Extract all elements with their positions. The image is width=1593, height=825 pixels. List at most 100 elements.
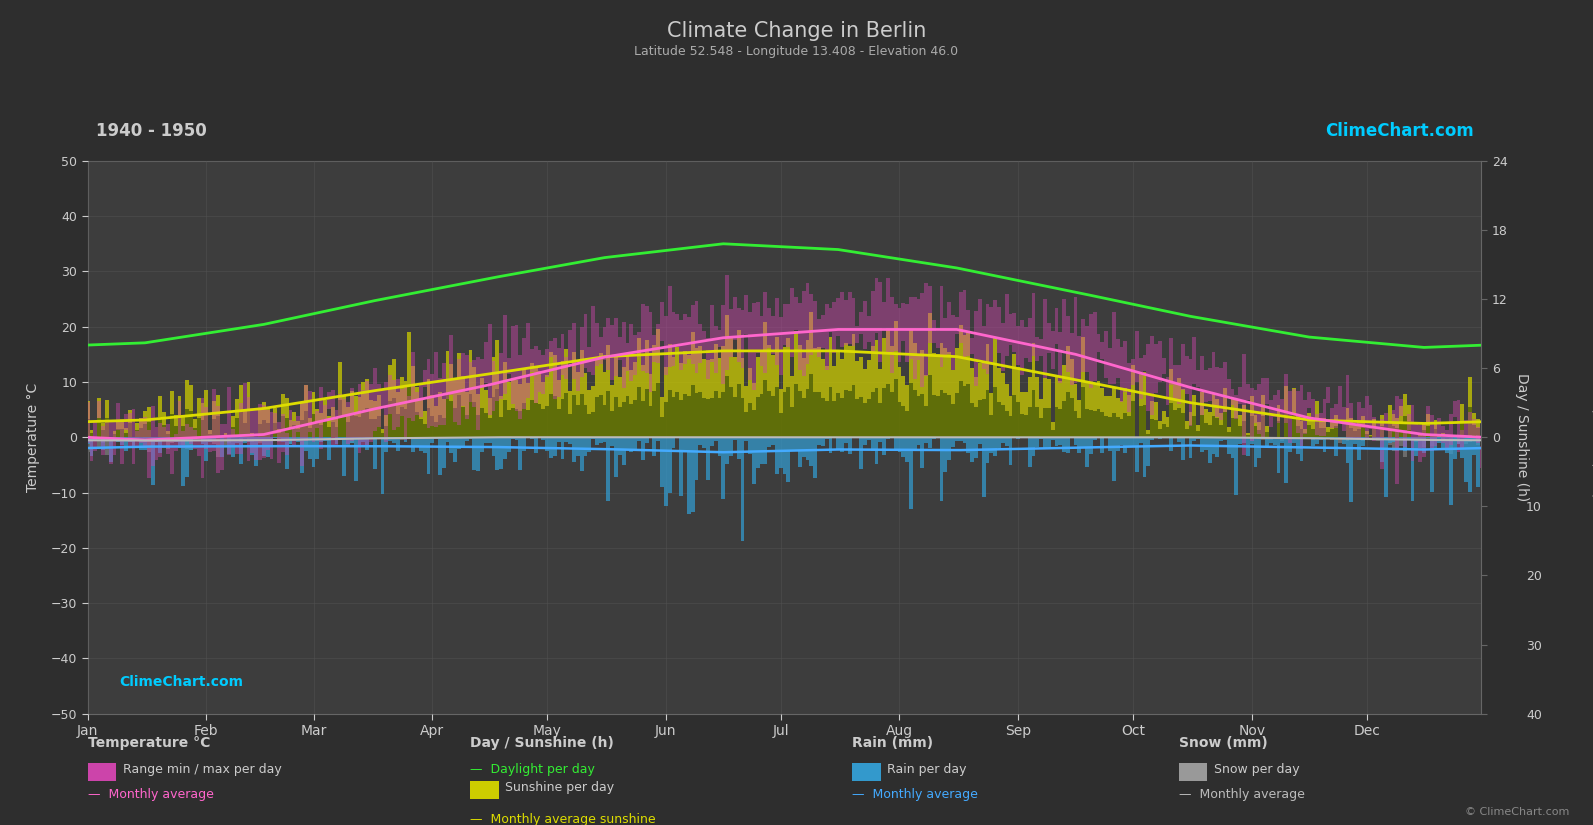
Bar	[1472, 437, 1475, 440]
Bar	[119, 437, 124, 446]
Bar	[687, 356, 691, 396]
Bar	[1166, 377, 1169, 405]
Bar	[162, 437, 166, 441]
Bar	[798, 303, 801, 370]
Bar	[910, 383, 913, 437]
Bar	[204, 390, 209, 414]
Bar	[1035, 377, 1039, 407]
Bar	[817, 437, 820, 445]
Bar	[1445, 430, 1450, 448]
Bar	[1077, 437, 1082, 453]
Bar	[315, 437, 319, 460]
Bar	[327, 437, 331, 460]
Bar	[1303, 433, 1308, 437]
Bar	[1300, 437, 1303, 440]
Bar	[801, 437, 806, 456]
Bar	[376, 437, 381, 438]
Bar	[1016, 326, 1020, 365]
Bar	[943, 318, 948, 355]
Bar	[741, 437, 744, 540]
Bar	[1407, 422, 1411, 437]
Bar	[691, 332, 695, 384]
Bar	[346, 437, 350, 447]
Bar	[441, 418, 446, 437]
Bar	[1096, 334, 1101, 352]
Bar	[408, 437, 411, 439]
Bar	[487, 417, 492, 437]
Bar	[174, 437, 177, 442]
Bar	[177, 401, 182, 447]
Bar	[100, 423, 105, 430]
Bar	[185, 424, 190, 441]
Bar	[1219, 426, 1223, 437]
Bar	[698, 392, 703, 437]
Bar	[1123, 437, 1128, 453]
Bar	[607, 318, 610, 370]
Bar	[572, 394, 575, 437]
Bar	[255, 437, 258, 440]
Bar	[296, 422, 299, 429]
Bar	[346, 422, 350, 437]
Bar	[285, 437, 288, 439]
Bar	[1257, 422, 1262, 430]
Bar	[836, 299, 840, 336]
Bar	[299, 403, 304, 466]
Bar	[127, 410, 132, 423]
Bar	[1411, 437, 1415, 441]
Bar	[771, 437, 774, 445]
Bar	[790, 289, 795, 357]
Bar	[910, 328, 913, 383]
Bar	[338, 437, 342, 439]
Bar	[403, 437, 408, 442]
Bar	[335, 427, 338, 437]
Bar	[771, 316, 774, 355]
Bar	[492, 398, 495, 437]
Bar	[484, 413, 487, 437]
Bar	[833, 402, 836, 437]
Text: —  Monthly average: — Monthly average	[88, 788, 213, 801]
Bar	[1212, 394, 1215, 416]
Bar	[940, 343, 943, 390]
Bar	[312, 392, 315, 414]
Bar	[1055, 437, 1058, 446]
Bar	[1000, 405, 1005, 437]
Bar	[844, 437, 847, 444]
Bar	[989, 415, 994, 437]
Bar	[1442, 436, 1445, 437]
Bar	[924, 375, 929, 406]
Bar	[1013, 395, 1016, 437]
Bar	[1284, 437, 1289, 483]
Bar	[435, 352, 438, 427]
Bar	[1193, 337, 1196, 384]
Bar	[441, 437, 446, 468]
Bar	[1128, 363, 1131, 412]
Bar	[615, 397, 618, 437]
Bar	[691, 304, 695, 365]
Bar	[847, 392, 852, 437]
Bar	[645, 306, 648, 373]
Bar	[162, 427, 166, 448]
Bar	[1300, 429, 1303, 437]
Bar	[430, 417, 435, 437]
Bar	[534, 403, 537, 437]
Bar	[771, 396, 774, 437]
Bar	[204, 414, 209, 437]
Bar	[572, 437, 575, 461]
Text: Sunshine per day: Sunshine per day	[505, 781, 615, 794]
Bar	[1276, 405, 1281, 421]
Bar	[997, 403, 1000, 437]
Bar	[867, 360, 871, 398]
Bar	[629, 403, 634, 437]
Bar	[687, 317, 691, 359]
Bar	[397, 392, 400, 414]
Bar	[1292, 389, 1295, 412]
Bar	[989, 307, 994, 365]
Bar	[400, 407, 403, 437]
Bar	[198, 437, 201, 439]
Bar	[151, 437, 155, 484]
Bar	[1020, 414, 1024, 437]
Bar	[779, 317, 782, 375]
Bar	[840, 360, 844, 398]
Bar	[1158, 437, 1161, 439]
Bar	[381, 437, 384, 494]
